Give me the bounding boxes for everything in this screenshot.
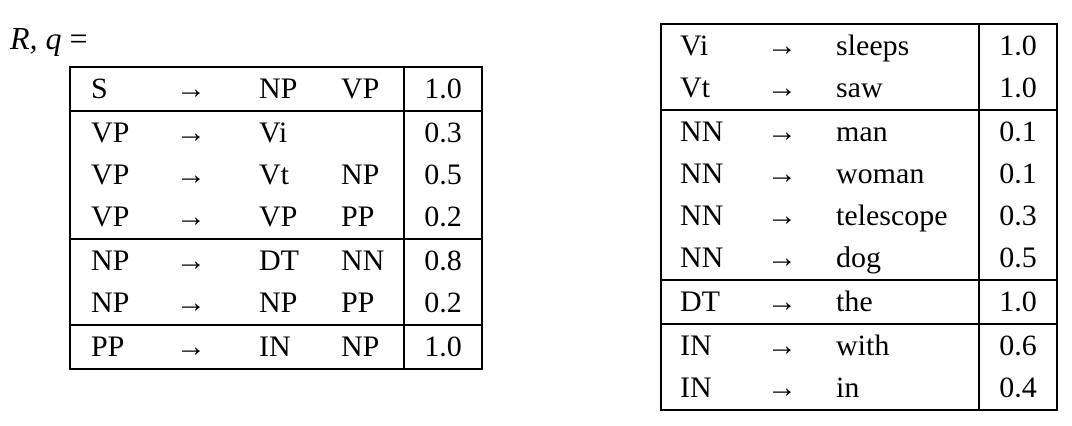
rule-arrow: → bbox=[767, 29, 797, 62]
rule-lhs: DT bbox=[661, 279, 732, 324]
rule-rhs-first: Vt bbox=[259, 158, 289, 191]
grammar-label-var: R, q bbox=[10, 20, 62, 56]
rule-lhs: VP bbox=[91, 158, 130, 191]
rule-arrow: → bbox=[143, 238, 239, 282]
rule-rhs-word: woman bbox=[836, 157, 925, 190]
rule-lhs: IN bbox=[680, 371, 712, 404]
rule-arrow: → bbox=[176, 158, 206, 191]
rule-probability: 1.0 bbox=[978, 24, 1057, 67]
rule-probability: 0.5 bbox=[978, 237, 1057, 280]
rule-lhs: Vt bbox=[680, 71, 710, 104]
rule-rhs-second: NN bbox=[341, 238, 404, 282]
rule-rhs-word: with bbox=[832, 323, 979, 367]
rule-rhs-second: NP bbox=[341, 324, 404, 369]
rule-lhs: S bbox=[91, 72, 108, 105]
lexical-rules-table: Vi → sleeps 1.0 Vt → saw 1.0 NN → man 0.1 NN → woman 0.… bbox=[660, 23, 1058, 411]
rule-rhs-word: saw bbox=[836, 71, 883, 104]
rule-row: NN → telescope 0.3 bbox=[661, 195, 1057, 237]
rule-lhs: NP bbox=[70, 238, 143, 282]
rule-arrow: → bbox=[143, 324, 239, 369]
rule-lhs: Vi bbox=[680, 29, 709, 62]
grammar-label: R, q = bbox=[10, 18, 88, 58]
rule-arrow: → bbox=[767, 157, 797, 190]
rule-row: NN → woman 0.1 bbox=[661, 153, 1057, 195]
rule-probability: 1.0 bbox=[403, 324, 482, 369]
rule-row: NN → man 0.1 bbox=[661, 109, 1057, 153]
rule-lhs: NN bbox=[680, 157, 724, 190]
rule-rhs-second bbox=[341, 110, 404, 154]
nonterminal-rules-table: S → NP VP 1.0 VP → Vi 0.3 VP → Vt NP 0.5 VP → VP PP 0.2 NP →… bbox=[69, 66, 483, 370]
rule-rhs-first: Vi bbox=[239, 110, 341, 154]
rule-row: VP → Vi 0.3 bbox=[70, 110, 482, 154]
rule-row: Vi → sleeps 1.0 bbox=[661, 24, 1057, 67]
rule-lhs: NN bbox=[680, 199, 724, 232]
rule-rhs-word: in bbox=[836, 371, 860, 404]
rule-lhs: VP bbox=[91, 200, 130, 233]
rule-lhs: NN bbox=[680, 241, 724, 274]
rule-arrow: → bbox=[767, 199, 797, 232]
rule-probability: 0.1 bbox=[978, 109, 1057, 153]
rule-row: NP → DT NN 0.8 bbox=[70, 238, 482, 282]
rule-probability: 0.6 bbox=[978, 323, 1057, 367]
rule-probability: 0.3 bbox=[978, 195, 1057, 237]
rule-lhs: PP bbox=[70, 324, 143, 369]
rule-rhs-word: telescope bbox=[836, 199, 948, 232]
rule-arrow: → bbox=[143, 110, 239, 154]
rule-arrow: → bbox=[767, 71, 797, 104]
rule-probability: 1.0 bbox=[978, 67, 1057, 110]
rule-rhs-first: VP bbox=[259, 200, 298, 233]
rule-row: S → NP VP 1.0 bbox=[70, 67, 482, 111]
rule-row: IN → with 0.6 bbox=[661, 323, 1057, 367]
rule-probability: 1.0 bbox=[978, 279, 1057, 324]
rule-probability: 1.0 bbox=[403, 67, 482, 111]
rule-row: NP → NP PP 0.2 bbox=[70, 282, 482, 325]
rule-probability: 0.2 bbox=[403, 196, 482, 239]
rule-rhs-second: PP bbox=[341, 200, 375, 233]
rule-rhs-second: VP bbox=[341, 72, 380, 105]
rule-arrow: → bbox=[732, 323, 832, 367]
rule-rhs-second: NP bbox=[341, 158, 380, 191]
rule-row: VP → Vt NP 0.5 bbox=[70, 154, 482, 196]
rule-row: PP → IN NP 1.0 bbox=[70, 324, 482, 369]
rule-arrow: → bbox=[767, 241, 797, 274]
lexical-rules-body: Vi → sleeps 1.0 Vt → saw 1.0 NN → man 0.1 NN → woman 0.… bbox=[661, 24, 1057, 410]
rule-lhs: IN bbox=[661, 323, 732, 367]
rule-arrow: → bbox=[767, 371, 797, 404]
rule-arrow: → bbox=[732, 279, 832, 324]
rule-probability: 0.2 bbox=[403, 282, 482, 325]
nonterminal-rules-body: S → NP VP 1.0 VP → Vi 0.3 VP → Vt NP 0.5 VP → VP PP 0.2 NP →… bbox=[70, 67, 482, 369]
rule-rhs-word: dog bbox=[836, 241, 881, 274]
rule-lhs: NP bbox=[91, 286, 130, 319]
rule-rhs-second: PP bbox=[341, 286, 375, 319]
rule-row: IN → in 0.4 bbox=[661, 367, 1057, 410]
rule-rhs-first: NP bbox=[259, 286, 298, 319]
rule-probability: 0.3 bbox=[403, 110, 482, 154]
rule-row: Vt → saw 1.0 bbox=[661, 67, 1057, 110]
rule-rhs-first: DT bbox=[239, 238, 341, 282]
rule-rhs-first: NP bbox=[259, 72, 298, 105]
rule-row: DT → the 1.0 bbox=[661, 279, 1057, 324]
rule-lhs: VP bbox=[70, 110, 143, 154]
rule-probability: 0.4 bbox=[978, 367, 1057, 410]
rule-row: NN → dog 0.5 bbox=[661, 237, 1057, 280]
rule-probability: 0.1 bbox=[978, 153, 1057, 195]
rule-arrow: → bbox=[176, 286, 206, 319]
rule-arrow: → bbox=[176, 72, 206, 105]
rule-rhs-first: IN bbox=[239, 324, 341, 369]
rule-probability: 0.5 bbox=[403, 154, 482, 196]
rule-lhs: NN bbox=[661, 109, 732, 153]
grammar-label-equals: = bbox=[69, 20, 88, 56]
rule-rhs-word: sleeps bbox=[836, 29, 910, 62]
rule-probability: 0.8 bbox=[403, 238, 482, 282]
rule-rhs-word: man bbox=[832, 109, 979, 153]
rule-arrow: → bbox=[176, 200, 206, 233]
rule-rhs-word: the bbox=[832, 279, 979, 324]
rule-arrow: → bbox=[732, 109, 832, 153]
rule-row: VP → VP PP 0.2 bbox=[70, 196, 482, 239]
